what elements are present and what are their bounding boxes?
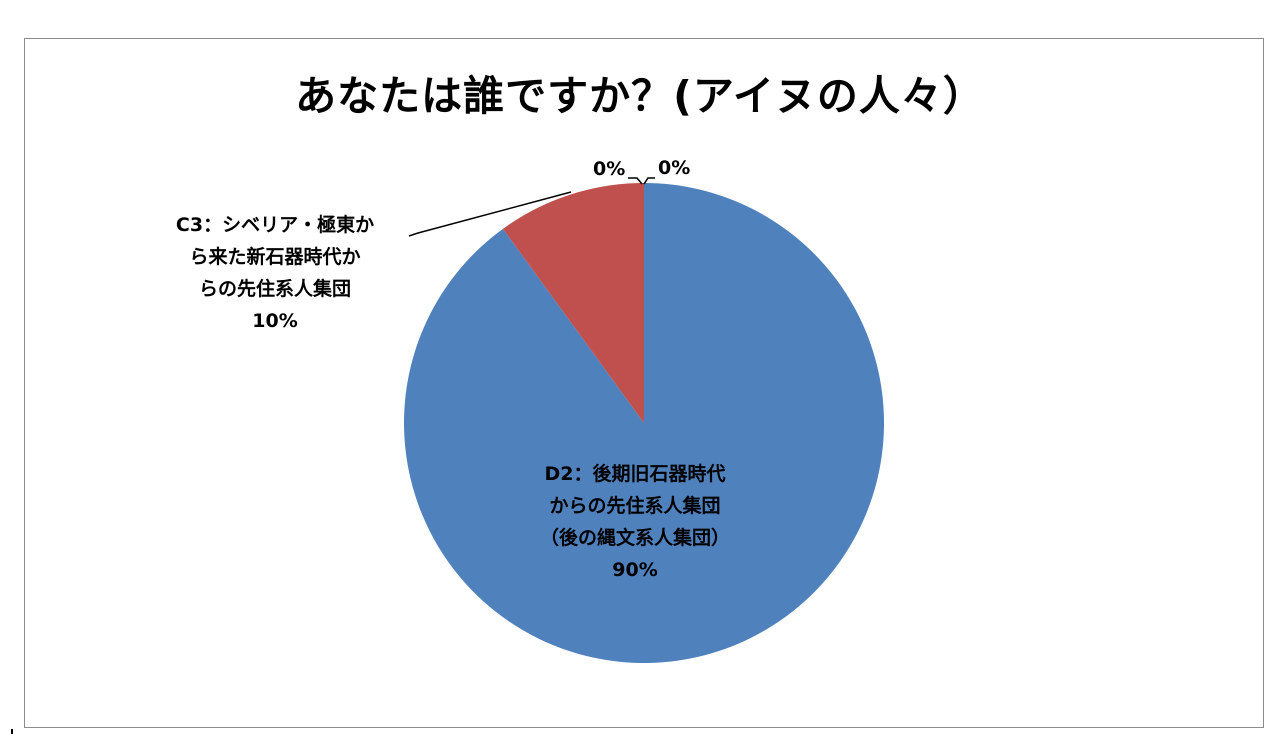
data-label-d2-line-3: （後の縄文系人集団） bbox=[539, 527, 730, 549]
data-label-zero-a: 0% bbox=[593, 158, 626, 180]
leader-line-zero-a bbox=[628, 177, 643, 185]
data-label-d2-line-2: からの先住系人集団 bbox=[549, 495, 721, 517]
data-label-c3-value: 10% bbox=[252, 310, 298, 332]
pie-slices bbox=[403, 183, 884, 663]
data-label-d2-line-1: D2：後期旧石器時代 bbox=[544, 463, 726, 485]
pie-slice-c3 bbox=[502, 183, 644, 423]
leader-line-c3 bbox=[408, 191, 572, 237]
data-label-c3-line-3: らの先住系人集団 bbox=[198, 278, 351, 300]
data-label-d2-value: 90% bbox=[612, 559, 658, 581]
data-label-c3-line-1: C3：シベリア・極東か bbox=[175, 214, 375, 236]
leader-lines bbox=[408, 177, 655, 237]
stray-tick-mark bbox=[11, 729, 13, 734]
data-label-zero-b: 0% bbox=[658, 157, 691, 179]
data-label-c3: C3：シベリア・極東か ら来た新石器時代か らの先住系人集団 10% bbox=[145, 209, 405, 337]
data-label-d2: D2：後期旧石器時代 からの先住系人集団 （後の縄文系人集団） 90% bbox=[500, 458, 770, 586]
pie-slice-d2 bbox=[403, 183, 884, 663]
leader-line-zero-b bbox=[643, 177, 655, 185]
data-label-c3-line-2: ら来た新石器時代か bbox=[189, 246, 361, 268]
chart-title: あなたは誰ですか？(アイヌの人々） bbox=[295, 72, 985, 120]
